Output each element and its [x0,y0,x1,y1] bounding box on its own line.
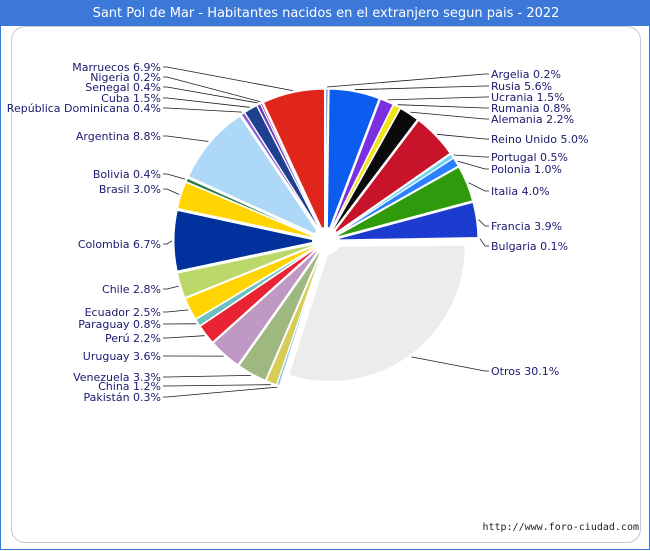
slice-label: Brasil 3.0% [99,183,161,196]
leader-line [410,112,489,119]
leader-line [163,336,205,338]
leader-line [163,385,271,386]
slice-label: Bulgaria 0.1% [491,240,568,253]
slice-label: Francia 3.9% [491,220,562,233]
leader-line [163,375,251,377]
slice-label: Paraguay 0.8% [78,318,161,331]
leader-line [479,220,490,227]
leader-line [163,286,179,289]
slice-label: Bolivia 0.4% [93,168,161,181]
leader-line [458,161,489,169]
slice-label: Polonia 1.0% [491,163,562,176]
leader-line [163,387,277,397]
slice-label: Venezuela 3.3% [73,371,161,384]
leader-line [163,77,260,102]
slice-label: Reino Unido 5.0% [491,133,588,146]
slice-label: Otros 30.1% [491,365,559,378]
leader-line [411,357,489,371]
slice-label: Argentina 8.8% [76,130,161,143]
slice-label: Perú 2.2% [105,332,161,345]
leader-line [163,189,179,195]
leader-line [454,155,489,157]
leader-line [480,239,489,246]
leader-line [163,241,172,244]
slice-label: Italia 4.0% [491,185,550,198]
leader-line [163,174,185,179]
slice-label: Colombia 6.7% [78,238,161,251]
leader-line [327,74,489,87]
slice-label: Chile 2.8% [102,283,161,296]
pie-center-hub [312,227,340,255]
slice-label: Uruguay 3.6% [83,350,161,363]
leader-line [163,310,188,312]
leader-line [163,67,293,91]
leader-line [163,87,258,103]
slice-label: Alemania 2.2% [491,113,574,126]
leader-line [437,134,489,139]
leader-line [469,183,490,191]
leader-line [355,86,489,90]
leader-line [163,136,209,142]
slice-label: Ecuador 2.5% [85,306,161,319]
source-credit: http://www.foro-ciudad.com [482,522,639,533]
leader-line [163,108,242,112]
leader-line [388,97,489,100]
leader-line [398,105,489,108]
slice-label: Marruecos 6.9% [72,61,161,74]
